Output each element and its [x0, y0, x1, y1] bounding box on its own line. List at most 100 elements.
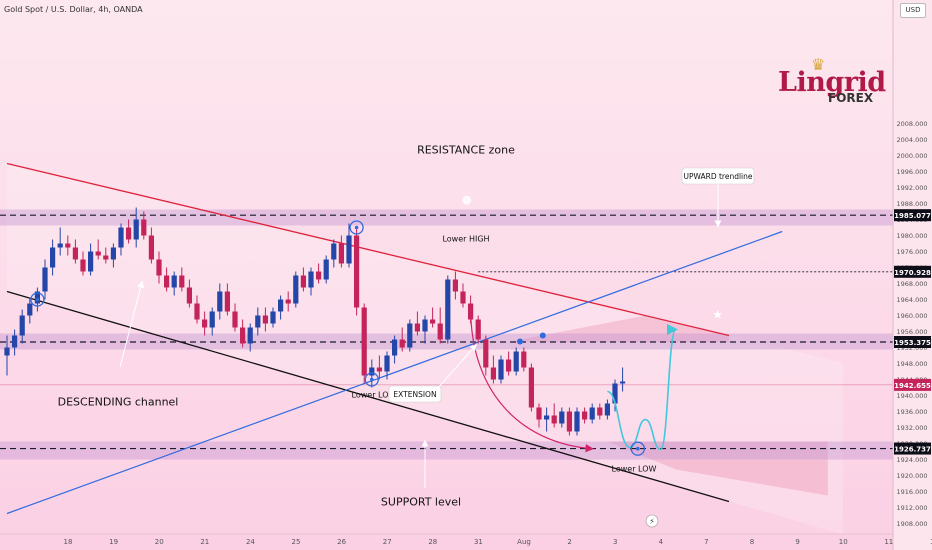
candle: [224, 283, 230, 316]
candle: [559, 407, 565, 428]
x-tick-label: 31: [474, 538, 483, 546]
candle: [278, 295, 284, 320]
candle: [240, 319, 246, 348]
candle-body: [604, 403, 610, 416]
candle-body: [445, 279, 451, 340]
candle-body: [316, 271, 322, 280]
pivot-dot: [35, 297, 40, 302]
lightning-icon: [645, 514, 659, 528]
pointer-channel: [119, 280, 144, 368]
y-tick-label: 1940.000: [896, 392, 927, 400]
candle: [376, 355, 382, 380]
candle: [574, 407, 580, 436]
candle: [612, 379, 618, 412]
candle-body: [544, 415, 550, 420]
candle-body: [57, 243, 63, 248]
candle: [414, 311, 420, 336]
candle-body: [559, 411, 565, 424]
price-tag-bg: [894, 265, 931, 278]
candle: [483, 335, 489, 376]
projection-path: [607, 324, 679, 451]
candle-body: [354, 235, 360, 308]
candle: [57, 227, 63, 256]
candle-body: [171, 275, 177, 288]
x-tick-label: 11: [884, 538, 893, 546]
price-tag-label: 1985.077: [894, 212, 931, 220]
candle: [338, 235, 344, 268]
candle: [156, 251, 162, 284]
candle: [4, 335, 10, 376]
candle-body: [376, 367, 382, 372]
candle: [19, 309, 25, 344]
candle: [452, 271, 458, 300]
candle-body: [194, 303, 200, 320]
pivot-circle: [30, 292, 45, 307]
candle-body: [50, 247, 56, 268]
candle-body: [103, 255, 109, 260]
x-tick-label: 3: [613, 538, 617, 546]
candle: [544, 407, 550, 432]
candle-body: [498, 359, 504, 380]
candle: [422, 315, 428, 344]
candle-body: [148, 235, 154, 260]
zone-band: [0, 441, 893, 460]
candle-body: [4, 347, 10, 356]
channel-fill: [7, 163, 843, 535]
candle-body: [392, 339, 398, 356]
x-tick-label: 25: [292, 538, 301, 546]
candle-body: [80, 259, 86, 272]
price-tag: 1942.655: [894, 378, 931, 391]
pivot-circle: [364, 372, 379, 387]
candle: [460, 283, 466, 308]
price-tag-label: 1953.375: [894, 339, 931, 347]
touch-dot: [539, 332, 546, 339]
candle: [270, 307, 276, 328]
candle-body: [240, 327, 246, 344]
candle-body: [361, 307, 367, 376]
x-tick-label: 21: [200, 538, 209, 546]
candle-body: [217, 291, 223, 312]
candle: [323, 255, 329, 284]
pivot-dot: [370, 377, 374, 382]
label-lower-high: Lower HIGH: [442, 235, 489, 244]
candle-body: [597, 407, 603, 416]
support-projection-fill: [607, 441, 828, 496]
target-star-icon: ★: [712, 308, 723, 322]
candle: [164, 267, 170, 292]
candle-body: [528, 367, 534, 408]
candle: [430, 307, 436, 328]
candle: [148, 227, 154, 264]
candle-body: [346, 235, 352, 264]
lightning-glyph: ⚡: [649, 517, 655, 526]
x-tick-label: 4: [659, 538, 664, 546]
candle: [50, 239, 56, 276]
y-tick-label: 1920.000: [896, 472, 927, 480]
price-tag-label: 1970.928: [894, 269, 931, 277]
candle-body: [12, 335, 18, 348]
price-tag: 1985.077: [894, 209, 931, 222]
candle: [209, 307, 215, 336]
candle-body: [42, 267, 48, 292]
x-tick-label: 26: [337, 538, 346, 546]
price-tag-bg: [894, 442, 931, 455]
candle-body: [612, 383, 618, 404]
price-tag: 1970.928: [894, 265, 931, 278]
candle-body: [483, 339, 489, 368]
x-tick-label: 14: [930, 538, 932, 546]
y-tick-label: 2008.000: [896, 120, 927, 128]
candle-body: [513, 351, 519, 372]
candle: [551, 403, 557, 428]
candle-body: [407, 323, 413, 348]
candle-body: [247, 327, 253, 344]
currency-badge[interactable]: USD: [900, 3, 926, 18]
candle: [88, 243, 94, 276]
y-tick-label: 1996.000: [896, 168, 927, 176]
symbol-title: Gold Spot / U.S. Dollar, 4h, OANDA: [4, 5, 143, 14]
candle-body: [209, 311, 215, 328]
candle: [194, 295, 200, 324]
y-tick-label: 1956.000: [896, 328, 927, 336]
y-tick-label: 1932.000: [896, 424, 927, 432]
candle-body: [118, 227, 124, 248]
candle-body: [293, 275, 299, 304]
